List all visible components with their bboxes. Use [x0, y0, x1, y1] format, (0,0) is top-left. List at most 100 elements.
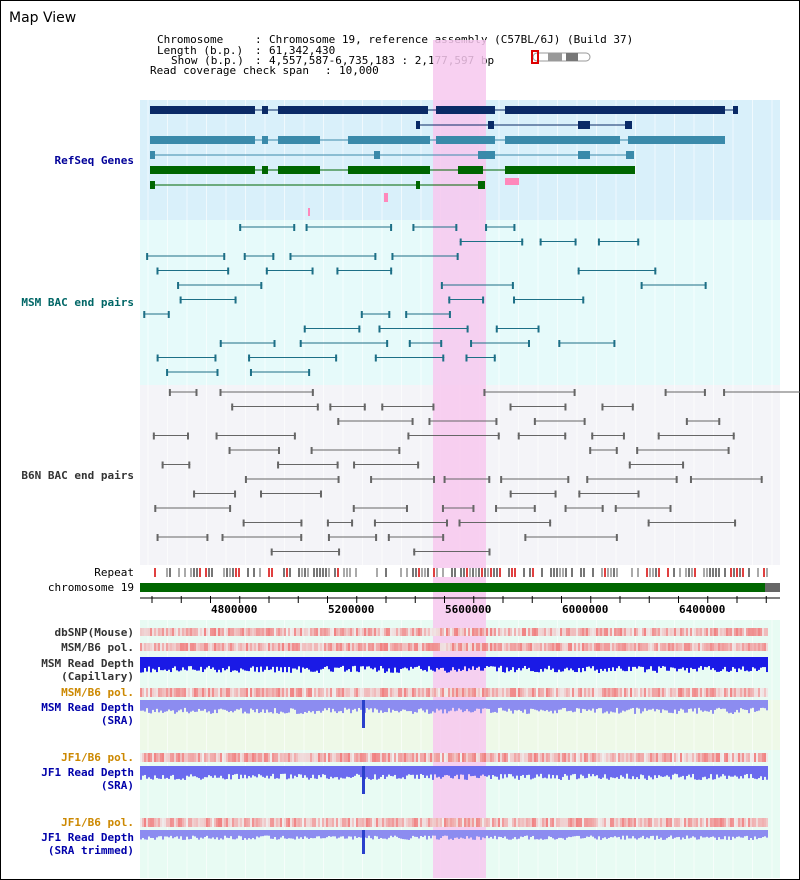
depth-bar [520, 700, 522, 711]
track-label-jf1-depth-trim-1[interactable]: JF1 Read Depth [41, 831, 134, 844]
track-label-msm-depth-cap-1[interactable]: MSM Read Depth [41, 657, 134, 670]
depth-bar [506, 766, 508, 778]
depth-bar [522, 766, 524, 775]
bac-end [455, 224, 458, 231]
pol-heat [388, 628, 390, 636]
depth-bar [238, 700, 240, 710]
depth-bar [330, 830, 332, 837]
depth-bar [410, 766, 412, 775]
pol-heat [388, 688, 390, 697]
pol-heat [658, 628, 660, 636]
pol-heat [392, 628, 394, 636]
depth-bar [512, 700, 514, 714]
depth-bar [164, 700, 166, 712]
depth-bar [298, 700, 300, 714]
pol-heat [160, 688, 162, 697]
depth-bar [654, 657, 656, 671]
track-label-refseq[interactable]: RefSeq Genes [54, 154, 134, 167]
pol-heat [578, 628, 580, 636]
pol-heat [306, 643, 308, 651]
depth-bar [254, 657, 256, 672]
track-label-dbsnp[interactable]: dbSNP(Mouse) [54, 626, 134, 639]
repeat-mark [184, 568, 186, 577]
pol-heat [190, 643, 192, 651]
pol-heat [450, 643, 452, 651]
pol-heat [358, 628, 360, 636]
repeat-mark [337, 568, 339, 577]
depth-bar [604, 766, 606, 775]
track-label-msm-b6-pol-1[interactable]: MSM/B6 pol. [61, 641, 134, 654]
pol-heat [364, 753, 366, 762]
pol-heat [214, 688, 216, 697]
depth-bar [408, 830, 410, 840]
pol-heat [712, 753, 714, 762]
pol-heat [736, 688, 738, 697]
depth-bar [502, 700, 504, 711]
depth-bar [732, 657, 734, 668]
depth-bar [688, 830, 690, 839]
track-label-b6n-bac[interactable]: B6N BAC end pairs [21, 469, 134, 482]
pol-heat [282, 628, 284, 636]
depth-bar [336, 766, 338, 778]
track-label-msm-b6-pol-2[interactable]: MSM/B6 pol. [61, 686, 134, 699]
depth-bar [440, 700, 442, 710]
bac-end [310, 447, 313, 454]
depth-bar [262, 830, 264, 837]
depth-bar [738, 830, 740, 837]
pol-heat [434, 643, 436, 651]
pol-heat [518, 753, 520, 762]
pol-heat [436, 753, 438, 762]
pol-heat [412, 753, 414, 762]
pol-heat [462, 753, 464, 762]
depth-bar [554, 830, 556, 840]
bac-end [589, 447, 592, 454]
repeat-mark [763, 568, 765, 577]
pol-heat [340, 688, 342, 697]
repeat-mark [466, 568, 468, 577]
pol-heat [290, 643, 292, 651]
depth-bar [542, 766, 544, 779]
depth-bar [416, 830, 418, 837]
depth-bar [570, 766, 572, 776]
depth-bar [352, 700, 354, 710]
pol-heat [376, 688, 378, 697]
depth-bar [190, 657, 192, 667]
pol-heat [700, 818, 702, 827]
depth-bar [336, 700, 338, 714]
pol-heat [342, 688, 344, 697]
pol-heat [264, 628, 266, 636]
depth-bar [176, 830, 178, 837]
pol-heat [626, 643, 628, 651]
depth-bar [632, 657, 634, 667]
pol-heat [474, 688, 476, 697]
pol-heat [392, 643, 394, 651]
depth-bar [174, 700, 176, 714]
depth-bar [142, 657, 144, 673]
pol-heat [604, 643, 606, 651]
track-label-msm-depth-sra-1[interactable]: MSM Read Depth [41, 701, 134, 714]
pol-heat [366, 818, 368, 827]
pol-heat [384, 628, 386, 636]
repeat-mark [469, 568, 471, 577]
bac-end [495, 418, 498, 425]
depth-bar [664, 657, 666, 667]
depth-bar [434, 657, 436, 672]
pol-heat [502, 688, 504, 697]
pol-heat [210, 643, 212, 651]
pol-heat [394, 688, 396, 697]
depth-bar [256, 657, 258, 668]
depth-bar [390, 766, 392, 776]
track-label-jf1-b6-pol-1[interactable]: JF1/B6 pol. [61, 751, 134, 764]
pol-heat [234, 628, 236, 636]
pol-heat [442, 818, 444, 827]
track-label-jf1-depth-sra-1[interactable]: JF1 Read Depth [41, 766, 134, 779]
pol-heat [632, 753, 634, 762]
pol-heat [488, 753, 490, 762]
pol-heat [738, 688, 740, 697]
depth-bar [272, 766, 274, 774]
track-label-msm-bac[interactable]: MSM BAC end pairs [21, 296, 134, 309]
repeat-mark [496, 568, 498, 577]
depth-bar [390, 657, 392, 673]
track-label-jf1-b6-pol-2[interactable]: JF1/B6 pol. [61, 816, 134, 829]
